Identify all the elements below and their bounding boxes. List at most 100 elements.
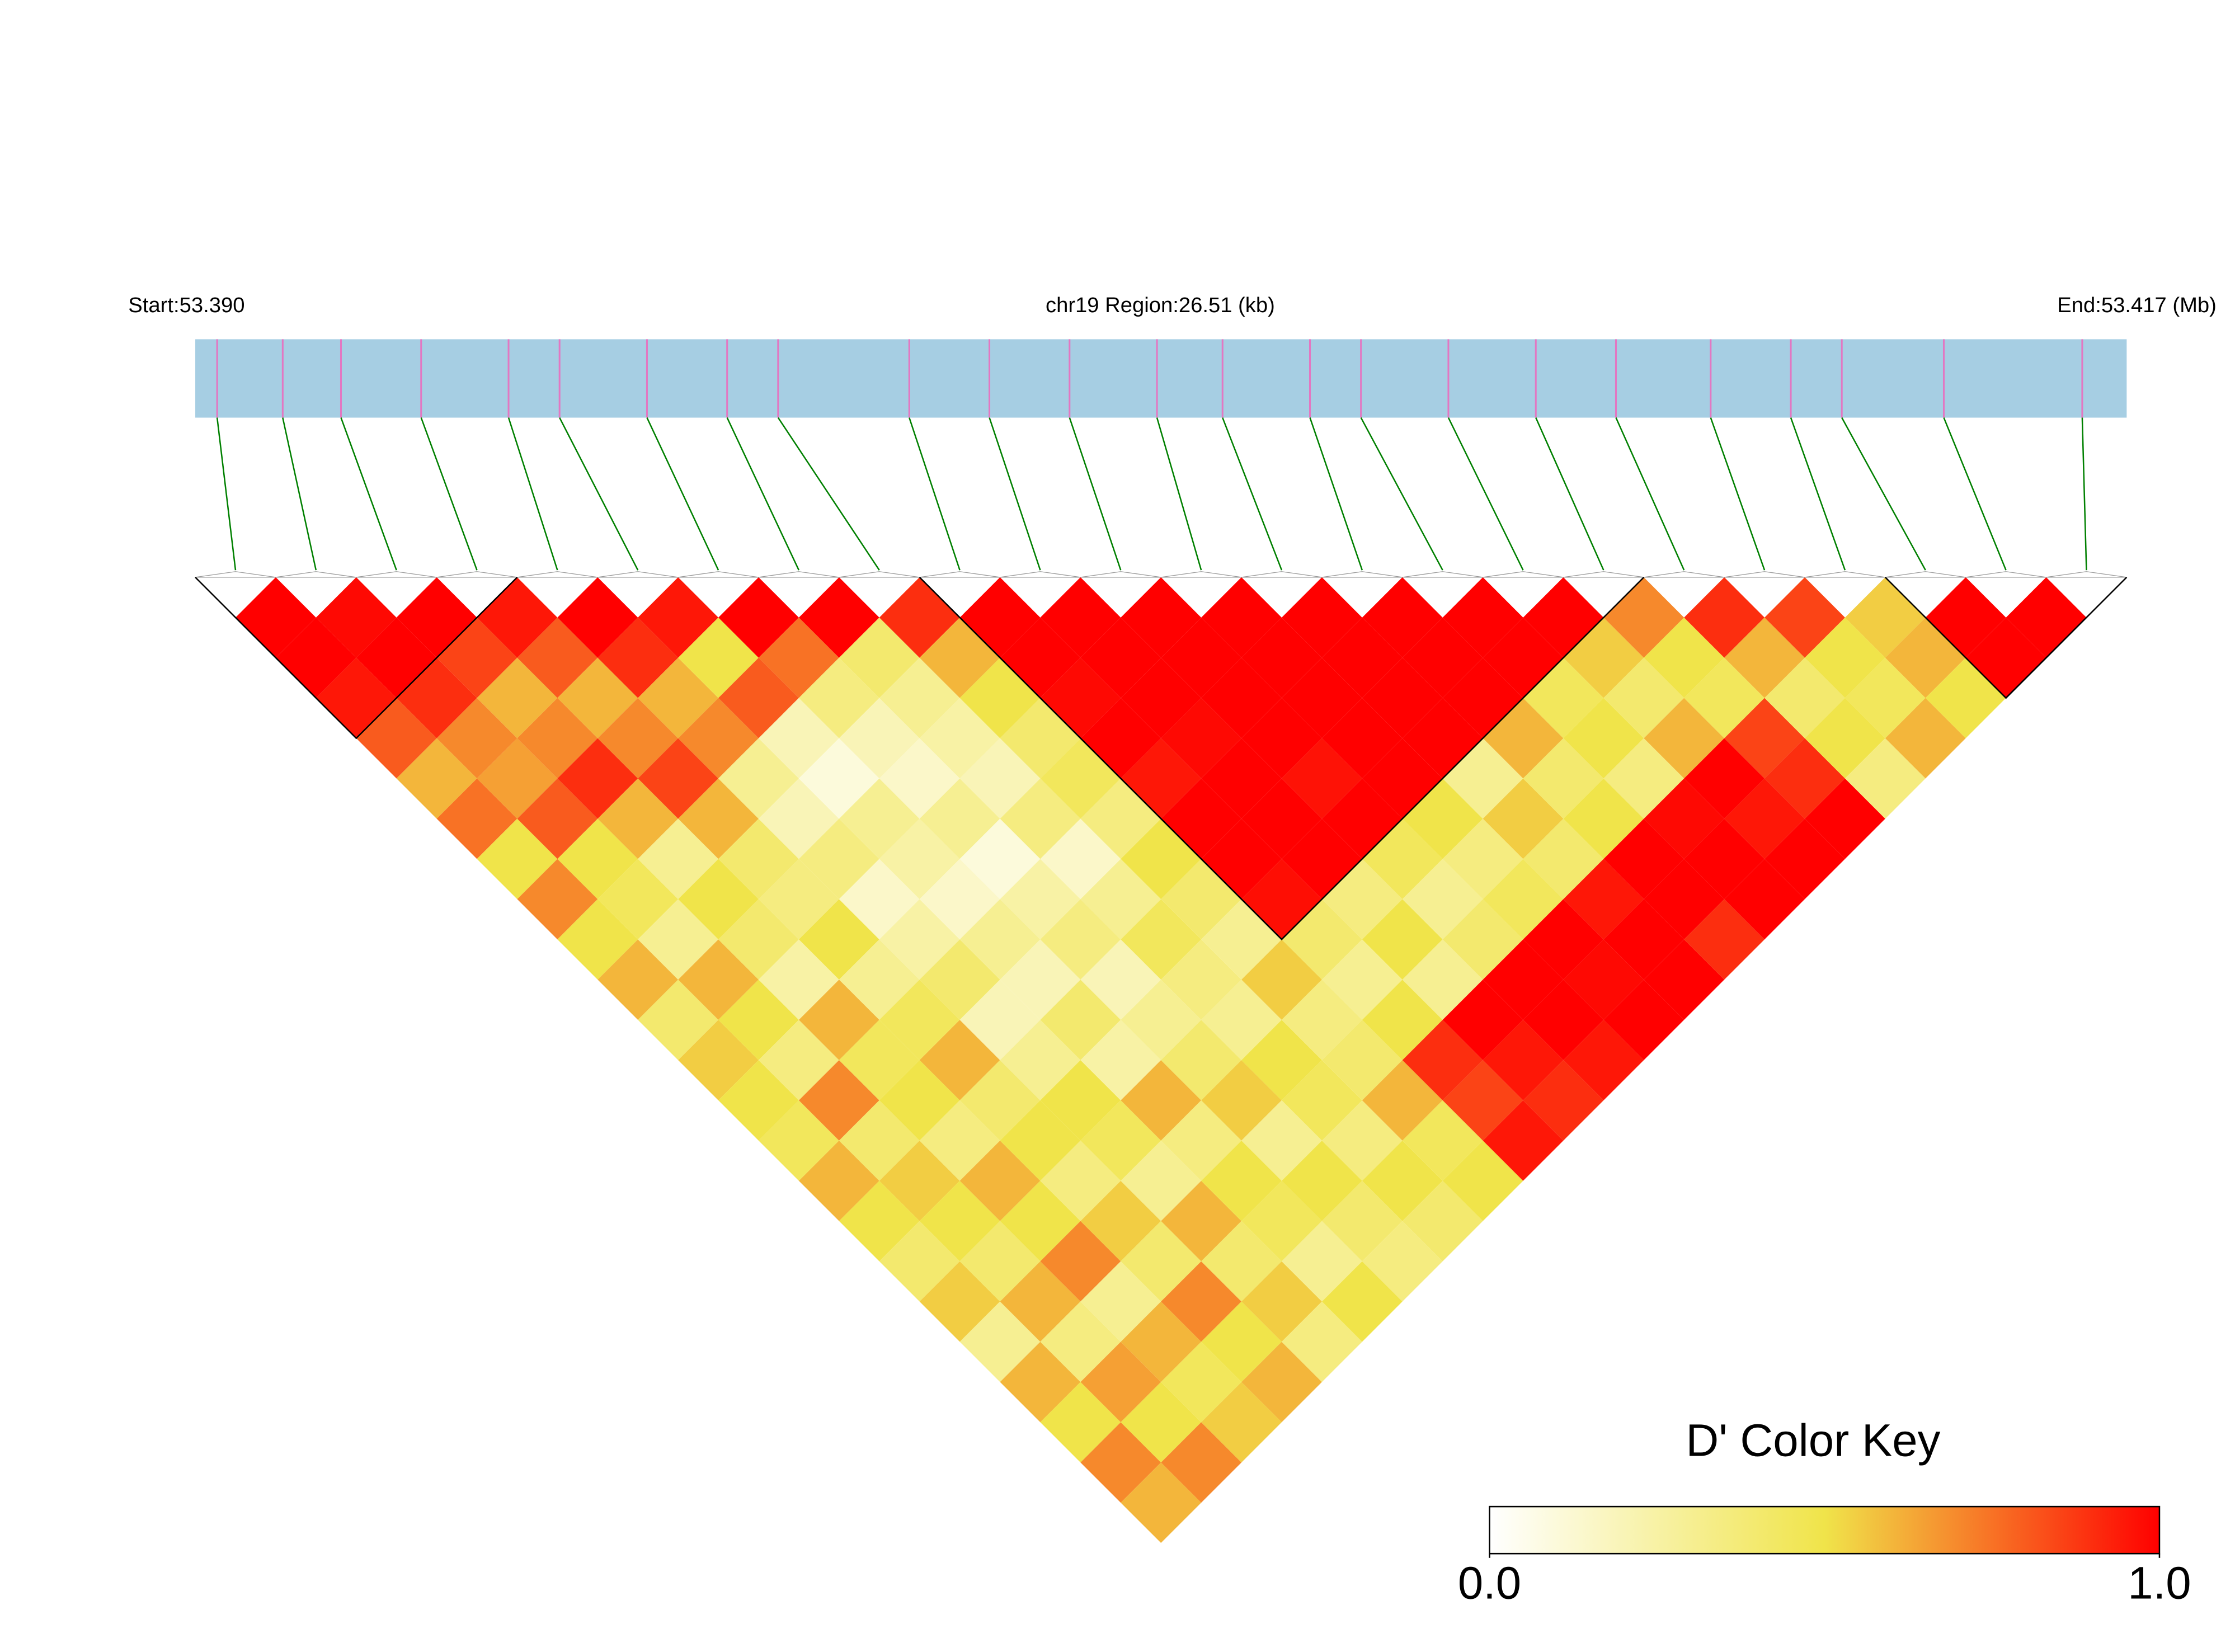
ld-cell xyxy=(1241,1342,1322,1423)
color-key-tick-label: 1.0 xyxy=(2128,1557,2191,1608)
ld-cell xyxy=(1321,1261,1403,1342)
ld-cell xyxy=(798,577,879,658)
ld-block xyxy=(919,577,1645,941)
ld-cell xyxy=(1644,939,1725,1020)
ld-cell xyxy=(1121,899,1202,980)
ld-cell xyxy=(1080,1422,1161,1503)
snp-connector xyxy=(909,417,961,571)
snp-connector xyxy=(559,417,639,571)
ld-cell xyxy=(1402,617,1483,698)
snp-diamond xyxy=(678,571,759,578)
ld-cell xyxy=(316,577,397,658)
ld-cell xyxy=(959,818,1041,900)
ld-cell xyxy=(597,859,679,940)
snp-diamond xyxy=(2046,571,2127,578)
ld-cell xyxy=(1925,577,2006,658)
ld-cell xyxy=(638,577,719,658)
snp-connector xyxy=(1447,417,1524,571)
ld-cell xyxy=(1040,577,1121,658)
ld-cell xyxy=(1241,1100,1322,1181)
ld-cell xyxy=(1000,1100,1081,1181)
ld-cell xyxy=(1442,980,1523,1060)
ld-cell xyxy=(1442,1060,1523,1141)
ld-cell xyxy=(919,1261,1000,1342)
snp-diamond xyxy=(1965,571,2046,578)
ld-cell xyxy=(839,698,920,779)
snp-connector xyxy=(1309,417,1363,571)
snp-connector xyxy=(340,417,397,571)
ld-cell xyxy=(1321,1020,1403,1100)
ld-cell xyxy=(1080,1342,1161,1423)
ld-block xyxy=(195,577,518,740)
ld-cell xyxy=(1442,738,1523,819)
snp-diamond xyxy=(1804,571,1885,578)
ld-cell xyxy=(718,818,799,900)
ld-cell xyxy=(1684,818,1765,900)
ld-cell xyxy=(1000,617,1081,698)
snp-connector xyxy=(216,417,237,571)
ld-cell xyxy=(1765,657,1845,738)
ld-cell xyxy=(1765,577,1845,658)
ld-cell xyxy=(1000,1020,1081,1100)
snp-diamond xyxy=(436,571,517,578)
ld-cell xyxy=(1201,657,1282,738)
ld-cell xyxy=(758,939,839,1020)
snp-diamond xyxy=(195,571,276,578)
ld-cell xyxy=(718,980,799,1060)
ld-cell xyxy=(1000,1261,1081,1342)
ld-cell xyxy=(678,698,759,779)
snp-connector xyxy=(646,417,719,571)
start-label: Start:53.390 xyxy=(128,293,244,317)
snp-connector xyxy=(989,417,1041,571)
ld-cell xyxy=(758,698,839,779)
ld-cell xyxy=(1241,617,1322,698)
snp-diamond xyxy=(1644,571,1725,578)
snp-connector xyxy=(1943,417,2007,571)
ld-cell xyxy=(678,939,759,1020)
ld-cell xyxy=(1483,1100,1564,1181)
snp-diamond xyxy=(1402,571,1483,578)
snp-connector xyxy=(1069,417,1122,571)
ld-cell xyxy=(1402,1020,1483,1100)
ld-cell xyxy=(1080,1180,1161,1262)
snp-connector xyxy=(1222,417,1283,571)
ld-cell xyxy=(1281,1221,1362,1302)
ld-cell xyxy=(396,577,477,658)
snp-connector xyxy=(726,417,800,571)
ld-cell xyxy=(1563,698,1644,779)
ld-cell xyxy=(1483,859,1564,940)
ld-cell xyxy=(517,859,598,940)
ld-cell xyxy=(477,818,558,900)
ld-cell xyxy=(1321,1100,1403,1181)
ld-cell xyxy=(1362,657,1443,738)
snp-diamond xyxy=(517,571,598,578)
snp-connector xyxy=(1790,417,1846,571)
snp-connector xyxy=(507,417,558,571)
ld-cell xyxy=(1201,577,1282,658)
snp-diamond xyxy=(758,571,839,578)
ld-cell xyxy=(1523,1060,1604,1141)
ld-cell xyxy=(1563,939,1644,1020)
snp-connector xyxy=(1535,417,1605,571)
ld-cell xyxy=(1241,1020,1322,1100)
snp-connector xyxy=(1615,417,1685,571)
ld-cell xyxy=(839,1180,920,1262)
ld-cell xyxy=(517,698,598,779)
legend-title: D' Color Key xyxy=(1686,1415,1940,1466)
snp-diamond xyxy=(356,571,437,578)
ld-cell xyxy=(1321,698,1403,779)
snp-connector xyxy=(777,417,880,571)
ld-cell xyxy=(718,738,799,819)
color-key xyxy=(1489,1505,2161,1555)
ld-cell xyxy=(678,859,759,940)
snp-diamond xyxy=(919,571,1000,578)
snp-diamond xyxy=(839,571,920,578)
snp-connector xyxy=(1841,417,1926,571)
ld-cell xyxy=(1362,1221,1443,1302)
ld-cell xyxy=(1765,818,1845,900)
snp-diamond xyxy=(1080,571,1161,578)
ld-cell xyxy=(678,1020,759,1100)
snp-diamond xyxy=(1483,571,1564,578)
